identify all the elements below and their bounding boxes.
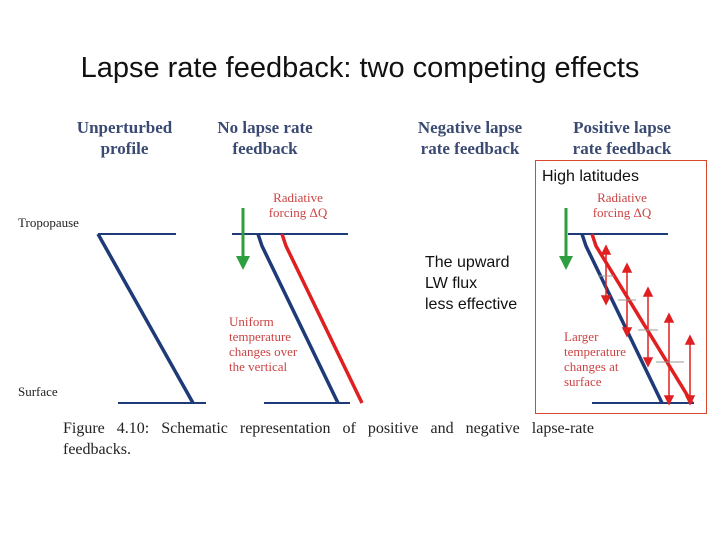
unperturbed-profile — [96, 233, 195, 404]
header-negative-text: Negative lapse rate feedback — [417, 118, 523, 158]
header-no-feedback: No lapse rate feedback — [205, 117, 325, 159]
larger-change-note: Larger temperature changes at surface — [564, 329, 627, 389]
page-title: Lapse rate feedback: two competing effec… — [80, 52, 640, 84]
header-unperturbed: Unperturbed profile — [62, 117, 187, 159]
no-feedback-red-profile — [280, 233, 364, 404]
upward-lw-line-2: LW flux — [425, 275, 478, 292]
uniform-note-line-4: the vertical — [229, 359, 288, 374]
header-unperturbed-text: Unperturbed profile — [76, 118, 173, 158]
uniform-note-line-1: Uniform — [229, 314, 274, 329]
larger-note-line-1: Larger — [564, 329, 599, 344]
larger-note-line-2: temperature — [564, 344, 627, 359]
header-negative: Negative lapse rate feedback — [405, 117, 535, 159]
uniform-change-note: Uniform temperature changes over the ver… — [229, 314, 297, 374]
tick-marks — [598, 275, 684, 363]
larger-note-line-3: changes at — [564, 359, 619, 374]
radiative-forcing-label-right: Radiative forcing ΔQ — [592, 190, 652, 220]
forcing-arrow-right-head — [559, 256, 573, 270]
no-feedback-blue-profile — [256, 233, 340, 404]
header-no-feedback-text: No lapse rate feedback — [217, 118, 313, 158]
header-positive: Positive lapse rate feedback — [557, 117, 687, 159]
forcing-arrow-left-head — [236, 256, 250, 270]
header-positive-text: Positive lapse rate feedback — [572, 118, 672, 158]
upward-lw-callout: The upward LW flux less effective — [425, 252, 517, 315]
positive-red-profile — [590, 233, 694, 404]
high-latitudes-label: High latitudes — [542, 168, 639, 186]
tropopause-label: Tropopause — [18, 215, 79, 230]
surface-label: Surface — [18, 384, 58, 399]
larger-note-line-4: surface — [564, 374, 602, 389]
radiative-forcing-label-left: Radiative forcing ΔQ — [268, 190, 328, 220]
uniform-note-line-2: temperature — [229, 329, 292, 344]
high-latitudes-box — [535, 160, 707, 414]
upward-lw-line-3: less effective — [425, 296, 518, 313]
positive-blue-profile — [580, 233, 664, 404]
upward-lw-line-1: The upward — [425, 254, 510, 271]
figure-caption-line-1: Figure 4.10: Schematic representation of… — [63, 420, 594, 437]
uniform-note-line-3: changes over — [229, 344, 298, 359]
figure-caption-line-2: feedbacks. — [63, 441, 131, 458]
